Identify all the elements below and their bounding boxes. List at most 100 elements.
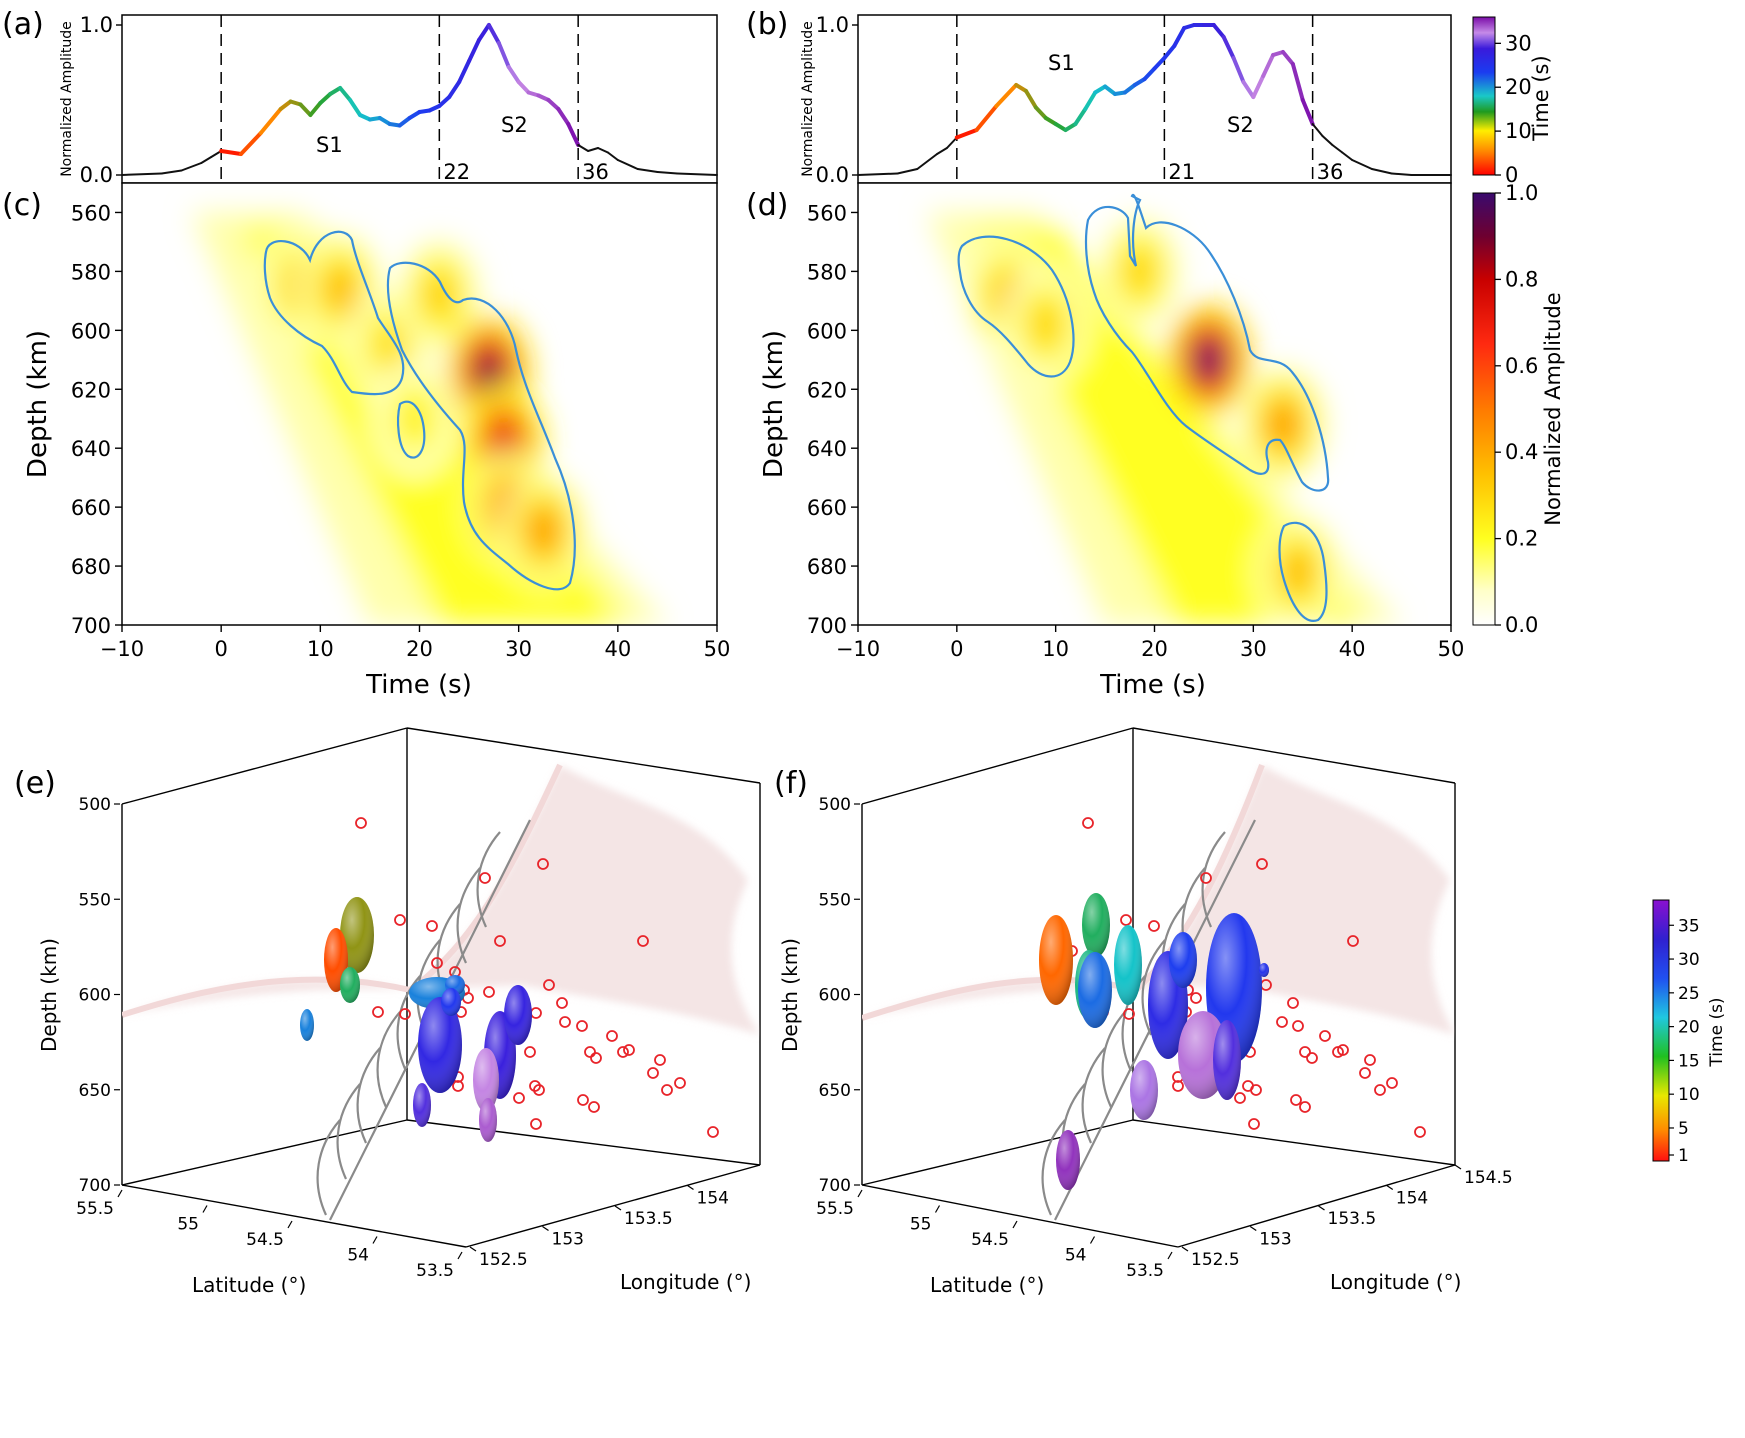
panel-f-rupture-blob-shade [1259, 963, 1269, 977]
panel-e-lat-tick-label: 54.5 [246, 1230, 284, 1250]
panel-e-rupture-blob-shade [504, 985, 532, 1045]
panel-label-e: (e) [14, 766, 56, 801]
panel-a-amplitude-segment [219, 149, 243, 156]
panel-f-lat-tick-mark [1167, 1251, 1173, 1260]
panel-b-amplitude-segment [1241, 80, 1256, 99]
colorbar-time-3d-tick-label: 25 [1678, 984, 1700, 1004]
panel-d-contour-s1 [957, 235, 1075, 378]
panel-a-amplitude-segment [477, 23, 491, 42]
colorbar-time-3d-tick-label: 30 [1678, 950, 1700, 970]
panel-e-lat-tick-mark [202, 1205, 208, 1213]
panel-b-amplitude-segment [1251, 74, 1266, 99]
panel-d-peak [1285, 551, 1311, 593]
panel-e-slab [122, 765, 760, 1035]
panel-a: Normalized Amplitude 0.0 1.0 22 36 S1 S2 [59, 13, 718, 187]
panel-f-seismicity-point [1319, 1030, 1331, 1042]
panel-f-rupture-blob-shade [1078, 952, 1112, 1028]
panel-c-xtick-label: 40 [604, 637, 631, 661]
panel-d-ytick-label: 700 [807, 614, 847, 638]
panel-e-lat-tick-label: 53.5 [416, 1261, 454, 1281]
panel-a-amplitude-segment [437, 95, 452, 108]
panel-a-amplitude-segment [636, 168, 659, 173]
panel-b-amplitude-segment [954, 128, 979, 140]
panel-f-lat-tick-mark [857, 1189, 863, 1198]
panel-b-amplitude-segment [1122, 83, 1137, 95]
panel-f-slab-contour-line [1101, 1011, 1126, 1108]
panel-d-xlabel: Time (s) [1099, 670, 1206, 700]
colorbar-amplitude-tick-label: 0.0 [1505, 613, 1538, 637]
panel-f-lat-label: Latitude (°) [930, 1273, 1044, 1297]
panel-f-seismicity-point [1364, 1054, 1376, 1066]
panel-b-amplitude-segment [896, 168, 919, 175]
panel-e-seismicity-point [452, 1080, 464, 1092]
panel-a-amplitude-segment [656, 171, 679, 175]
panel-c-contour-s1 [263, 230, 405, 396]
panel-e-slab-contour-line [356, 1047, 381, 1144]
panel-f-rupture-blob-shade [1213, 1020, 1241, 1100]
colorbar-time-3d-tick-label: 15 [1678, 1051, 1700, 1071]
panel-b: Normalized Amplitude 0.0 1.0 21 36 S1 S2 [800, 13, 1452, 187]
panel-f-lat-tick-mark [934, 1205, 941, 1213]
panel-b-amplitude-segment [994, 83, 1019, 108]
panel-d-peak [1033, 304, 1059, 345]
panel-e-lat-label: Latitude (°) [192, 1273, 306, 1297]
panel-c-contour-s2 [386, 261, 576, 591]
panel-e-lon-tick-mark [469, 1246, 477, 1252]
colorbar-time-top-tick-label: 30 [1505, 31, 1532, 55]
panel-d-xtick-label: 40 [1339, 637, 1366, 661]
panel-d-xtick-label: −10 [836, 637, 880, 661]
panel-e-seismicity-point [577, 1094, 589, 1106]
panel-b-amplitude-segment [1211, 23, 1226, 39]
panel-label-a: (a) [2, 7, 44, 42]
panel-f-seismicity-point [1172, 1080, 1184, 1092]
panel-f-ztick-label: 650 [819, 1081, 851, 1101]
panel-e-seismicity-point [647, 1067, 659, 1079]
panel-a-amplitude-segment [298, 102, 313, 117]
panel-f-seismicity-point [1299, 1046, 1311, 1058]
panel-b-amplitude-segment [1341, 151, 1354, 161]
panel-a-amplitude-segment [577, 144, 590, 152]
panel-d-xtick-label: 50 [1438, 637, 1465, 661]
panel-a-amplitude-segment [587, 147, 599, 152]
panel-d-xtick-label: 20 [1141, 637, 1168, 661]
panel-f-zlabel: Depth (km) [778, 938, 802, 1052]
colorbar-amplitude-tick-label: 1.0 [1505, 181, 1538, 205]
panel-e-seismicity-point [637, 935, 649, 947]
panel-e-ztick-label: 700 [79, 1176, 111, 1196]
panel-b-ytick-label: 0.0 [816, 163, 849, 187]
panel-f-lon-tick-label: 154 [1396, 1189, 1428, 1209]
panel-e-lon-tick-label: 154 [697, 1189, 729, 1209]
panel-a-amplitude-segment [496, 41, 511, 69]
panel-f-seismicity-point [1250, 1084, 1262, 1096]
panel-b-amplitude-segment [1261, 53, 1276, 78]
panel-f-seismicity-point [1123, 1008, 1135, 1020]
colorbar-time-3d-tick-label: 5 [1678, 1119, 1689, 1139]
panel-c-xtick-label: −10 [100, 637, 144, 661]
panel-f-rupture-blob-shade [1130, 1060, 1158, 1120]
panel-e-lat-tick-mark [117, 1189, 123, 1198]
panel-f-slab-contour-line [1081, 1047, 1106, 1144]
panel-c-xtick-label: 20 [406, 637, 433, 661]
panel-e-seismicity-point [355, 817, 367, 829]
panel-f-ztick-label: 550 [819, 890, 851, 910]
panel-b-amplitude-segment [1073, 107, 1088, 126]
panel-b-amplitude-segment [1311, 123, 1324, 137]
panel-f: 500 550 600 650 700 55.5 55 54.5 54 53.5 152.5 153 1… [778, 727, 1513, 1297]
panel-f-seismicity-point [1190, 992, 1202, 1004]
panel-c-ytick-label: 600 [71, 319, 111, 343]
panel-b-amplitude-segment [1221, 35, 1236, 60]
panel-a-amplitude-segment [546, 98, 561, 111]
panel-e-slab-contour-line [316, 1119, 341, 1216]
panel-e-lon-tick-label: 152.5 [479, 1250, 528, 1270]
panel-c-ytick-label: 660 [71, 496, 111, 520]
panel-f-lon-tick-label: 153.5 [1328, 1209, 1377, 1229]
panel-a-amplitude-segment [338, 86, 353, 102]
panel-e-seismicity-point [576, 1020, 588, 1032]
panel-f-rupture-blob-shade [1169, 932, 1197, 988]
panel-f-ztick-label: 500 [819, 795, 851, 815]
panel-b-amplitude-segment [1172, 26, 1187, 48]
panel-a-amplitude-segment [457, 59, 472, 84]
panel-e-seismicity-point [623, 1044, 635, 1056]
panel-f-slab [862, 765, 1455, 1035]
